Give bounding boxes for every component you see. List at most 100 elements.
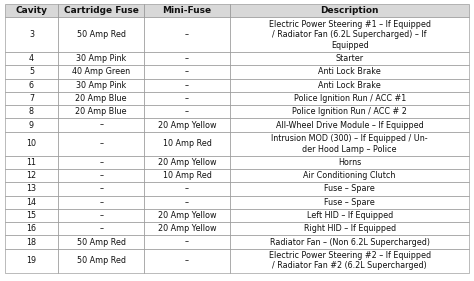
Text: –: –	[99, 158, 103, 167]
Text: All-Wheel Drive Module – If Equipped: All-Wheel Drive Module – If Equipped	[276, 121, 424, 130]
Text: –: –	[99, 171, 103, 180]
Text: 3: 3	[29, 30, 34, 39]
Bar	[58, 105, 144, 119]
Text: –: –	[185, 256, 189, 265]
Bar	[5, 132, 58, 156]
Text: 12: 12	[27, 171, 36, 180]
Text: –: –	[99, 139, 103, 148]
Text: Fuse – Spare: Fuse – Spare	[324, 198, 375, 207]
Text: Cavity: Cavity	[16, 6, 47, 15]
Bar	[144, 222, 230, 235]
Text: –: –	[185, 30, 189, 39]
Text: 20 Amp Blue: 20 Amp Blue	[75, 94, 127, 103]
Bar	[5, 222, 58, 235]
Bar	[144, 156, 230, 169]
Text: 11: 11	[27, 158, 36, 167]
Bar	[230, 132, 469, 156]
Bar	[5, 92, 58, 105]
Bar	[5, 65, 58, 79]
Bar	[5, 105, 58, 119]
Text: 5: 5	[29, 67, 34, 76]
Text: 20 Amp Yellow: 20 Amp Yellow	[158, 121, 216, 130]
Bar	[58, 4, 144, 17]
Bar	[230, 17, 469, 52]
Text: –: –	[99, 211, 103, 220]
Bar	[5, 249, 58, 273]
Bar	[230, 119, 469, 132]
Text: 19: 19	[27, 256, 36, 265]
Bar	[144, 249, 230, 273]
Text: 18: 18	[27, 237, 36, 246]
Text: 20 Amp Yellow: 20 Amp Yellow	[158, 211, 216, 220]
Text: 40 Amp Green: 40 Amp Green	[72, 67, 130, 76]
Text: 10 Amp Red: 10 Amp Red	[163, 139, 211, 148]
Bar	[58, 65, 144, 79]
Text: 4: 4	[29, 54, 34, 63]
Bar	[144, 52, 230, 65]
Bar	[5, 79, 58, 92]
Bar	[230, 249, 469, 273]
Bar	[144, 132, 230, 156]
Bar	[144, 196, 230, 209]
Bar	[144, 105, 230, 119]
Bar	[230, 4, 469, 17]
Bar	[144, 235, 230, 249]
Text: –: –	[185, 198, 189, 207]
Bar	[144, 79, 230, 92]
Text: 15: 15	[27, 211, 36, 220]
Bar	[58, 119, 144, 132]
Bar	[5, 196, 58, 209]
Bar	[144, 209, 230, 222]
Text: Police Ignition Run / ACC # 2: Police Ignition Run / ACC # 2	[292, 107, 407, 116]
Bar	[230, 79, 469, 92]
Text: 50 Amp Red: 50 Amp Red	[77, 30, 126, 39]
Text: 30 Amp Pink: 30 Amp Pink	[76, 81, 126, 90]
Bar	[230, 105, 469, 119]
Text: 50 Amp Red: 50 Amp Red	[77, 237, 126, 246]
Bar	[230, 92, 469, 105]
Bar	[5, 119, 58, 132]
Bar	[230, 209, 469, 222]
Bar	[5, 52, 58, 65]
Text: Radiator Fan – (Non 6.2L Supercharged): Radiator Fan – (Non 6.2L Supercharged)	[270, 237, 429, 246]
Text: –: –	[185, 107, 189, 116]
Bar	[144, 92, 230, 105]
Bar	[58, 182, 144, 196]
Text: 10 Amp Red: 10 Amp Red	[163, 171, 211, 180]
Bar	[58, 209, 144, 222]
Text: –: –	[99, 198, 103, 207]
Bar	[58, 235, 144, 249]
Text: –: –	[99, 224, 103, 233]
Text: Air Conditioning Clutch: Air Conditioning Clutch	[303, 171, 396, 180]
Text: 9: 9	[29, 121, 34, 130]
Bar	[144, 65, 230, 79]
Bar	[58, 132, 144, 156]
Text: Description: Description	[320, 6, 379, 15]
Text: –: –	[99, 121, 103, 130]
Text: 30 Amp Pink: 30 Amp Pink	[76, 54, 126, 63]
Text: –: –	[185, 54, 189, 63]
Bar	[144, 169, 230, 182]
Bar	[58, 249, 144, 273]
Text: –: –	[185, 81, 189, 90]
Bar	[230, 235, 469, 249]
Bar	[144, 182, 230, 196]
Bar	[5, 235, 58, 249]
Bar	[5, 182, 58, 196]
Bar	[58, 196, 144, 209]
Text: Anti Lock Brake: Anti Lock Brake	[318, 81, 381, 90]
Text: 6: 6	[29, 81, 34, 90]
Text: –: –	[185, 184, 189, 193]
Text: 20 Amp Yellow: 20 Amp Yellow	[158, 224, 216, 233]
Bar	[144, 4, 230, 17]
Bar	[58, 222, 144, 235]
Bar	[58, 169, 144, 182]
Text: Electric Power Steering #2 – If Equipped
/ Radiator Fan #2 (6.2L Supercharged): Electric Power Steering #2 – If Equipped…	[269, 251, 431, 271]
Text: 50 Amp Red: 50 Amp Red	[77, 256, 126, 265]
Bar	[5, 156, 58, 169]
Text: Police Ignition Run / ACC #1: Police Ignition Run / ACC #1	[293, 94, 406, 103]
Text: 20 Amp Yellow: 20 Amp Yellow	[158, 158, 216, 167]
Bar	[58, 52, 144, 65]
Text: –: –	[185, 94, 189, 103]
Bar	[5, 209, 58, 222]
